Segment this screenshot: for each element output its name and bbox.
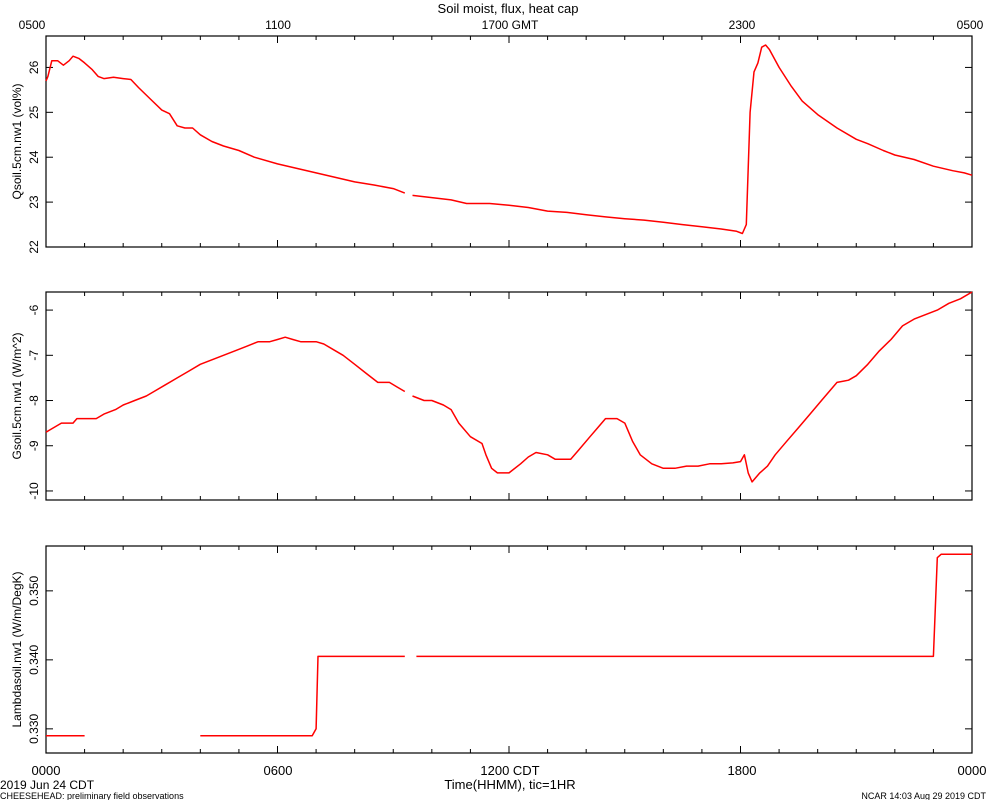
series-line-segment (412, 44, 973, 235)
y-tick-label: 24 (27, 150, 41, 164)
series-line-segment (45, 55, 406, 194)
y-tick-label: -7 (27, 350, 41, 361)
plot-frame (45, 35, 973, 248)
x-axis-label: Time(HHMM), tic=1HR (444, 777, 575, 792)
series-line-segment (416, 553, 972, 658)
y-axis-label: Lambdasoil.nw1 (W/m/DegK) (10, 571, 24, 727)
y-tick-label: 0.330 (27, 714, 41, 744)
top-tick-label: 1700 GMT (482, 18, 539, 32)
y-tick-label: 23 (27, 195, 41, 209)
top-tick-label: 1100 (265, 18, 291, 32)
bottom-axis-tick-labels: 0000 0600 1200 CDT 1800 0000 (32, 763, 987, 778)
top-axis-tick-labels: 0500 1100 1700 GMT 2300 0500 (19, 18, 984, 32)
top-tick-label: 2300 (729, 18, 756, 32)
date-label: 2019 Jun 24 CDT (0, 778, 95, 792)
bottom-tick-label: 1200 CDT (480, 763, 539, 778)
chart-title: Soil moist, flux, heat cap (438, 1, 579, 16)
series-line-segment (45, 336, 406, 433)
bottom-tick-label: 0000 (32, 763, 61, 778)
series-line-segment (200, 655, 405, 737)
top-tick-label: 0500 (957, 18, 984, 32)
plot-frame (45, 545, 973, 754)
y-tick-label: 25 (27, 105, 41, 119)
y-tick-label: -6 (27, 304, 41, 315)
y-tick-label: 0.350 (27, 576, 41, 606)
footer-left-note: CHEESEHEAD: preliminary field observatio… (0, 791, 184, 800)
y-tick-label: -9 (27, 440, 41, 451)
y-tick-label: 26 (27, 60, 41, 74)
y-tick-label: -8 (27, 395, 41, 406)
y-tick-label: 0.340 (27, 645, 41, 675)
bottom-tick-label: 0600 (264, 763, 293, 778)
y-axis-label: Qsoil.5cm.nw1 (vol%) (10, 83, 24, 199)
bottom-tick-label: 0000 (958, 763, 987, 778)
top-tick-label: 0500 (19, 18, 46, 32)
bottom-tick-label: 1800 (728, 763, 757, 778)
y-axis-label: Gsoil.5cm.nw1 (W/m^2) (10, 333, 24, 460)
series-line-segment (412, 291, 973, 483)
plot-frame (45, 291, 973, 501)
footer-right-note: NCAR 14:03 Aug 29 2019 CDT (861, 791, 986, 800)
y-tick-label: 22 (27, 240, 41, 254)
panel-soil-heat-flux: -10 -9 -8 -7 -6 Gsoil.5cm.nw1 (W/m^2) (10, 291, 973, 501)
y-tick-label: -10 (27, 482, 41, 500)
